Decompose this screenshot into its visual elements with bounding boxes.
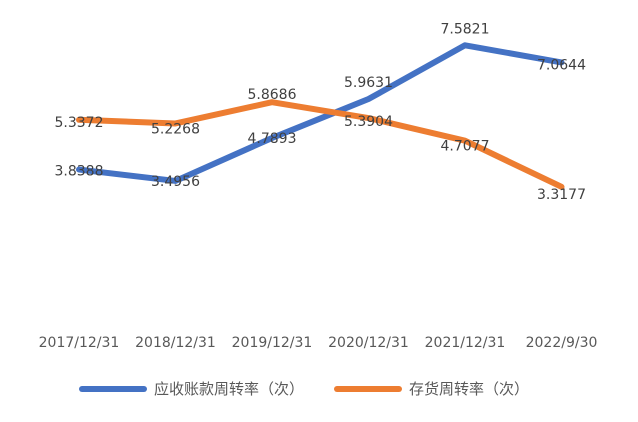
data-label: 5.3904	[344, 114, 393, 130]
x-tick-label: 2022/9/30	[526, 335, 598, 351]
data-label: 4.7077	[441, 139, 490, 155]
series-line-1	[76, 99, 565, 190]
x-tick-label: 2017/12/31	[39, 335, 120, 351]
data-label: 3.4956	[151, 174, 200, 190]
data-label: 5.8686	[248, 87, 297, 103]
x-tick-label: 2018/12/31	[135, 335, 216, 351]
x-axis: 2017/12/31 2018/12/31 2019/12/31 2020/12/31…	[39, 335, 598, 351]
legend-label: 应收账款周转率（次）	[154, 380, 304, 398]
data-label: 7.0644	[537, 57, 586, 73]
data-label: 5.2268	[151, 121, 200, 137]
series-line-0	[76, 42, 565, 184]
data-label: 3.8388	[55, 164, 104, 180]
series-layer	[76, 42, 565, 190]
legend-label: 存货周转率（次）	[409, 380, 529, 398]
data-label-layer: 3.8388 3.4956 4.7893 5.9631 7.5821 7.0644 5.33…	[55, 21, 587, 203]
data-label: 3.3177	[537, 187, 586, 203]
legend: 应收账款周转率（次） 存货周转率（次）	[79, 380, 529, 398]
data-label: 7.5821	[441, 21, 490, 37]
x-tick-label: 2021/12/31	[425, 335, 506, 351]
x-tick-label: 2019/12/31	[232, 335, 313, 351]
data-label: 4.7893	[248, 131, 297, 147]
data-label: 5.3372	[55, 115, 104, 131]
x-tick-label: 2020/12/31	[328, 335, 409, 351]
data-label: 5.9631	[344, 75, 393, 91]
